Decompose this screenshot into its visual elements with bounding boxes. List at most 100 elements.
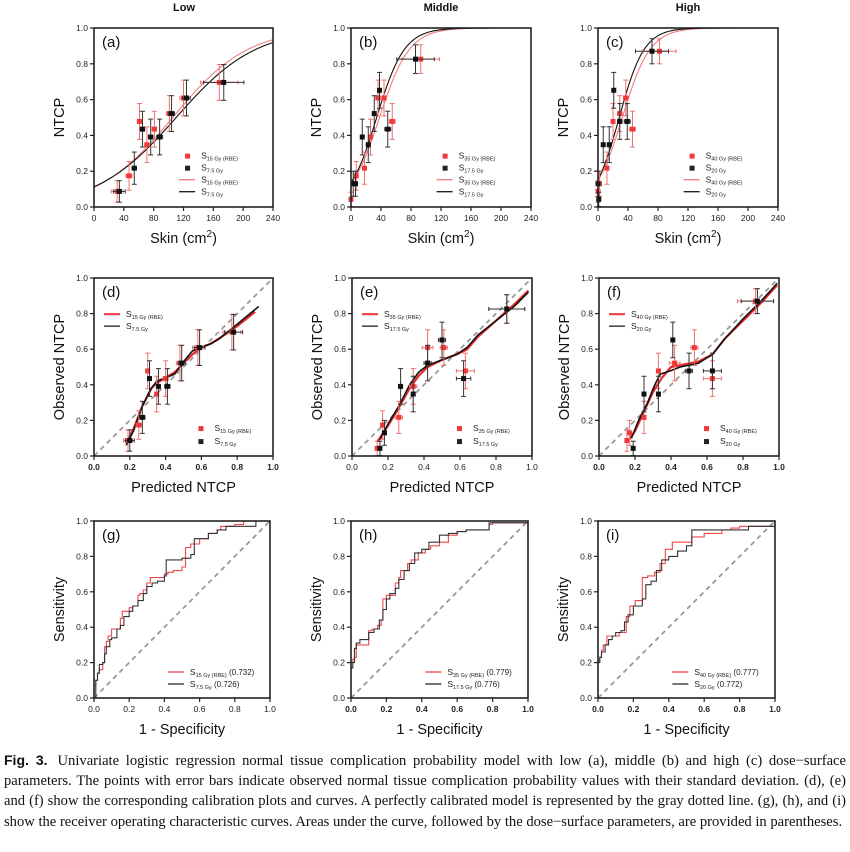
- calibration-curve-1: [630, 282, 778, 439]
- y-tick-label: 0.8: [580, 59, 592, 69]
- x-tick-label: 0.6: [701, 462, 713, 472]
- data-point: [168, 95, 176, 132]
- legend-label-sub: 17.5 Gy: [390, 327, 410, 333]
- legend-label-main: S: [459, 151, 465, 161]
- legend-item: S17.5 Gy: [442, 163, 484, 175]
- marker: [139, 414, 145, 420]
- x-tick-label: 80: [653, 213, 663, 223]
- legend-label: S7.5 Gy: [126, 321, 148, 333]
- x-label-close: ): [212, 231, 217, 247]
- legend-label: S20 Gy: [706, 163, 727, 175]
- marker: [359, 134, 365, 140]
- data-point: [630, 440, 636, 456]
- legend-label: S7.5 Gy: [214, 436, 236, 448]
- x-axis-label: Skin (cm2): [150, 229, 217, 247]
- marker: [691, 345, 697, 351]
- y-tick-label: 0.0: [333, 202, 345, 212]
- legend-label-sub: 20 Gy: [711, 193, 726, 199]
- legend-label-main: S: [720, 436, 726, 446]
- y-tick-label: 0.2: [76, 166, 88, 176]
- marker: [377, 87, 382, 93]
- legend-item: S7.5 Gy (0.726): [167, 679, 240, 691]
- data-point: [156, 118, 164, 156]
- legend-label: S17.5 Gy (0.776): [447, 679, 500, 691]
- data-point: [131, 151, 138, 185]
- x-tick-label: 0.0: [88, 704, 100, 714]
- legend-label-main: S: [631, 309, 637, 319]
- x-tick-label: 200: [236, 213, 250, 223]
- panel-label: (f): [607, 284, 621, 301]
- panel-b: 0 40 80 120 160 200 240 0.0 0.2 0.4 0.6 0.8 1.0 Skin …: [309, 23, 538, 247]
- x-tick-label: 0.8: [734, 704, 746, 714]
- legend-label: S17.5 Gy: [459, 187, 484, 199]
- x-tick-label: 0.2: [380, 704, 392, 714]
- legend-label-sub: 40 Gy (RBE): [700, 673, 731, 679]
- y-tick-label: 0.2: [76, 415, 88, 425]
- y-tick-label: 1.0: [580, 23, 592, 33]
- panel-label: (h): [359, 527, 377, 544]
- data-point: [125, 161, 133, 191]
- figure-caption: Fig. 3. Univariate logistic regression no…: [4, 750, 846, 832]
- legend: S40 Gy (RBE) (0.777)S20 Gy (0.772): [672, 667, 759, 691]
- fit-curve-0: [598, 28, 778, 181]
- marker: [353, 181, 358, 187]
- legend-label-auc: (0.777): [731, 668, 759, 677]
- x-tick-label: 1.0: [769, 704, 781, 714]
- y-tick-label: 0.8: [333, 59, 345, 69]
- legend-label-auc: (0.776): [472, 680, 500, 689]
- data-point: [384, 110, 392, 148]
- legend-label-main: S: [459, 187, 465, 197]
- legend-item: S15 Gy (RBE): [179, 175, 238, 187]
- y-tick-label: 0.2: [333, 658, 345, 668]
- y-tick-label: 0.2: [333, 166, 345, 176]
- column-title-low: Low: [173, 2, 195, 14]
- x-label-superscript: 2: [207, 229, 213, 240]
- marker: [381, 430, 387, 436]
- data-point: [668, 344, 681, 382]
- marker: [148, 134, 154, 140]
- legend-label: S17.5 Gy: [384, 321, 409, 333]
- legend-label-main: S: [384, 309, 390, 319]
- legend-label-sub: 17.5 Gy: [464, 193, 484, 199]
- data-point: [437, 321, 447, 359]
- x-axis-label: Predicted NTCP: [637, 480, 742, 496]
- legend-label-main: S: [706, 151, 712, 161]
- x-label-superscript: 2: [711, 229, 717, 240]
- legend-label-sub: 17.5 Gy: [464, 169, 484, 175]
- reference-diagonal: [597, 520, 776, 699]
- marker: [425, 360, 431, 366]
- legend-label-sub: 15 Gy (RBE): [207, 181, 238, 187]
- legend-label: S15 Gy (RBE): [201, 151, 238, 163]
- data-point: [145, 352, 151, 390]
- data-point: [146, 360, 152, 397]
- legend-label-sub: 20 Gy: [700, 685, 715, 691]
- x-axis-label: Predicted NTCP: [390, 480, 495, 496]
- y-tick-label: 0.8: [581, 309, 593, 319]
- x-tick-label: 0.4: [665, 462, 677, 472]
- marker: [754, 298, 760, 304]
- legend-label: S20 Gy: [631, 321, 652, 333]
- legend-label-main: S: [631, 321, 637, 331]
- data-point: [164, 368, 171, 405]
- legend-label-main: S: [447, 679, 453, 689]
- y-tick-label: 0.6: [580, 95, 592, 105]
- y-tick-label: 1.0: [581, 273, 593, 283]
- x-tick-label: 160: [464, 213, 478, 223]
- legend-label-main: S: [201, 151, 207, 161]
- data-point: [610, 103, 616, 140]
- plot-frame: [93, 277, 274, 457]
- x-label-close: ): [717, 231, 722, 247]
- marker: [163, 376, 169, 382]
- plot-frame: [597, 520, 776, 699]
- marker: [155, 383, 161, 389]
- legend-label-sub: 7.5 Gy: [207, 193, 223, 199]
- x-tick-label: 240: [524, 213, 538, 223]
- data-point: [423, 344, 432, 382]
- marker: [146, 376, 152, 382]
- x-tick-label: 0.8: [487, 704, 499, 714]
- reference-diagonal: [351, 277, 533, 457]
- roc-curve-1: [598, 521, 776, 664]
- x-tick-label: 0.2: [123, 704, 135, 714]
- marker: [606, 142, 612, 148]
